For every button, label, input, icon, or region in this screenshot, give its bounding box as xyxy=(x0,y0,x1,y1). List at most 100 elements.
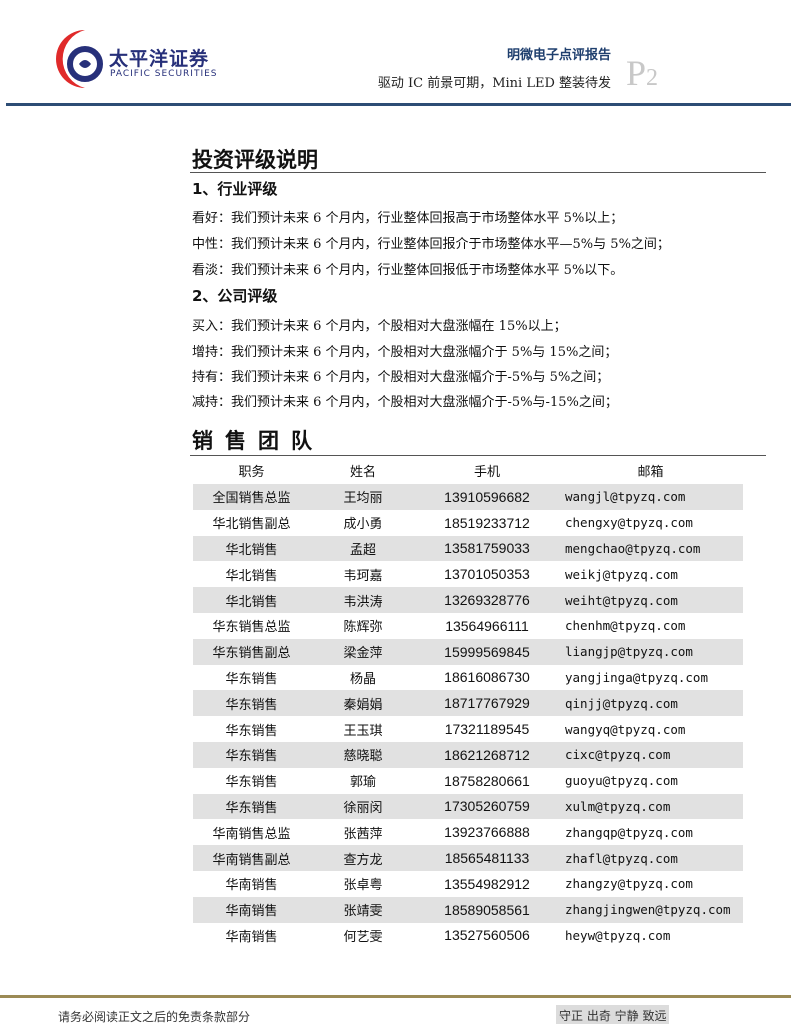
cell-phone: 13554982912 xyxy=(444,875,530,892)
cell-email: qinjj@tpyzq.com xyxy=(558,690,743,717)
cell-phone: 17321189545 xyxy=(444,721,530,738)
industry-heading: 1、行业评级 xyxy=(192,180,278,198)
cell-phone: 18621268712 xyxy=(416,741,558,768)
footer-motto: 守正 出奇 宁静 致远 xyxy=(556,1005,670,1024)
table-row: 华北销售 韦珂嘉 13701050353 weikj@tpyzq.com xyxy=(193,561,743,587)
page-number: P2 xyxy=(626,52,658,94)
cell-position: 全国销售总监 xyxy=(193,484,310,510)
cell-name: 张靖雯 xyxy=(310,896,416,923)
cell-phone: 17305260759 xyxy=(416,793,558,820)
cell-name: 孟超 xyxy=(310,535,416,562)
cell-name: 郭瑜 xyxy=(349,775,376,791)
rating-title: 投资评级说明 xyxy=(192,147,318,172)
cell-name: 张卓粤 xyxy=(343,878,383,894)
table-row: 华南销售副总 查方龙 18565481133 zhafl@tpyzq.com xyxy=(193,845,743,871)
cell-phone: 13269328776 xyxy=(416,587,558,613)
cell-position: 华东销售 xyxy=(225,723,278,739)
cell-email: wangyq@tpyzq.com xyxy=(565,721,686,737)
header-phone: 手机 xyxy=(473,464,500,480)
cell-phone: 18717767929 xyxy=(416,690,558,717)
table-row: 华东销售 王玉琪 17321189545 wangyq@tpyzq.com xyxy=(193,716,743,742)
cell-name: 王玉琪 xyxy=(343,723,383,739)
cell-email: zhangjingwen@tpyzq.com xyxy=(558,896,743,923)
table-row: 全国销售总监 王均丽 13910596682 wangjl@tpyzq.com xyxy=(193,484,743,510)
cell-position: 华东销售 xyxy=(193,793,310,820)
cell-email: chenhm@tpyzq.com xyxy=(565,618,686,634)
pacific-securities-logo xyxy=(56,30,103,88)
table-row: 华东销售 杨晶 18616086730 yangjinga@tpyzq.com xyxy=(193,665,743,691)
table-row: 华东销售 徐丽闵 17305260759 xulm@tpyzq.com xyxy=(193,793,743,820)
footer-disclaimer: 请务必阅读正文之后的免责条款部分 xyxy=(58,1010,251,1024)
industry-rating-item: 中性：我们预计未来 6 个月内，行业整体回报介于市场整体水平—5%与 5%之间； xyxy=(192,237,670,252)
cell-phone: 13910596682 xyxy=(416,484,558,510)
cell-name: 何艺雯 xyxy=(343,929,383,945)
cell-phone: 15999569845 xyxy=(416,638,558,665)
cell-name: 秦娟娟 xyxy=(310,690,416,717)
table-row: 华东销售 秦娟娟 18717767929 qinjj@tpyzq.com xyxy=(193,690,743,717)
cell-position: 华北销售 xyxy=(193,587,310,613)
cell-phone: 13701050353 xyxy=(444,566,530,583)
cell-position: 华北销售 xyxy=(225,568,278,584)
cell-email: chengxy@tpyzq.com xyxy=(565,515,693,531)
team-rule xyxy=(190,455,766,456)
table-header-row: 职务 姓名 手机 邮箱 xyxy=(193,456,743,484)
report-type: 明微电子点评报告 xyxy=(506,48,611,63)
cell-position: 华东销售 xyxy=(225,671,278,687)
header-position: 职务 xyxy=(238,464,265,480)
table-row: 华南销售总监 张茜萍 13923766888 zhangqp@tpyzq.com xyxy=(193,819,743,845)
company-heading: 2、公司评级 xyxy=(192,287,278,305)
cell-position: 华南销售 xyxy=(193,896,310,923)
header-email: 邮箱 xyxy=(637,464,664,480)
company-rating-item: 减持：我们预计未来 6 个月内，个股相对大盘涨幅介于-5%与-15%之间； xyxy=(192,395,618,410)
cell-email: weiht@tpyzq.com xyxy=(558,587,743,613)
cell-phone: 13564966111 xyxy=(445,617,529,634)
cell-position: 华南销售总监 xyxy=(212,826,291,842)
cell-name: 王均丽 xyxy=(310,484,416,510)
page-letter: P xyxy=(626,53,647,93)
sales-team-title: 销售团队 xyxy=(192,428,324,453)
cell-phone: 18616086730 xyxy=(444,669,530,686)
cell-name: 陈辉弥 xyxy=(343,620,383,636)
cell-phone: 18519233712 xyxy=(444,514,530,531)
cell-email: mengchao@tpyzq.com xyxy=(558,535,743,562)
cell-phone: 13527560506 xyxy=(444,927,530,944)
cell-phone: 13923766888 xyxy=(444,824,530,841)
company-rating-item: 持有：我们预计未来 6 个月内，个股相对大盘涨幅介于-5%与 5%之间； xyxy=(192,370,610,385)
cell-name: 韦珂嘉 xyxy=(343,568,383,584)
cell-position: 华东销售副总 xyxy=(193,638,310,665)
table-row: 华南销售 何艺雯 13527560506 heyw@tpyzq.com xyxy=(193,923,743,949)
company-rating-item: 买入：我们预计未来 6 个月内，个股相对大盘涨幅在 15%以上； xyxy=(192,319,567,334)
cell-email: zhangqp@tpyzq.com xyxy=(565,824,693,840)
table-row: 华北销售 孟超 13581759033 mengchao@tpyzq.com xyxy=(193,535,743,562)
table-row: 华东销售 郭瑜 18758280661 guoyu@tpyzq.com xyxy=(193,768,743,794)
cell-email: xulm@tpyzq.com xyxy=(558,793,743,820)
cell-name: 查方龙 xyxy=(310,845,416,871)
cell-email: weikj@tpyzq.com xyxy=(565,566,678,582)
header-rule xyxy=(6,103,791,106)
cell-email: zhangzy@tpyzq.com xyxy=(565,876,693,892)
cell-name: 徐丽闵 xyxy=(310,793,416,820)
cell-email: heyw@tpyzq.com xyxy=(565,927,671,943)
cell-email: guoyu@tpyzq.com xyxy=(565,773,678,789)
cell-name: 杨晶 xyxy=(349,671,376,687)
page-digit: 2 xyxy=(646,65,659,91)
title-rule xyxy=(190,172,766,173)
cell-phone: 18565481133 xyxy=(416,845,558,871)
table-row: 华北销售副总 成小勇 18519233712 chengxy@tpyzq.com xyxy=(193,510,743,536)
industry-rating-item: 看好：我们预计未来 6 个月内，行业整体回报高于市场整体水平 5%以上； xyxy=(192,211,624,226)
cell-phone: 13581759033 xyxy=(416,535,558,562)
cell-phone: 18758280661 xyxy=(444,772,530,789)
cell-position: 华南销售副总 xyxy=(193,845,310,871)
logo-text-en: PACIFIC SECURITIES xyxy=(110,69,218,79)
cell-phone: 18589058561 xyxy=(416,896,558,923)
sales-team-table: 职务 姓名 手机 邮箱 全国销售总监 王均丽 13910596682 wangjl@t… xyxy=(193,456,743,948)
cell-position: 华北销售副总 xyxy=(212,517,291,533)
cell-position: 华北销售 xyxy=(193,535,310,562)
cell-email: zhafl@tpyzq.com xyxy=(558,845,743,871)
cell-email: cixc@tpyzq.com xyxy=(558,741,743,768)
header-name: 姓名 xyxy=(349,464,376,480)
cell-email: liangjp@tpyzq.com xyxy=(558,638,743,665)
cell-name: 慈晓聪 xyxy=(310,741,416,768)
footer-rule xyxy=(0,995,791,998)
